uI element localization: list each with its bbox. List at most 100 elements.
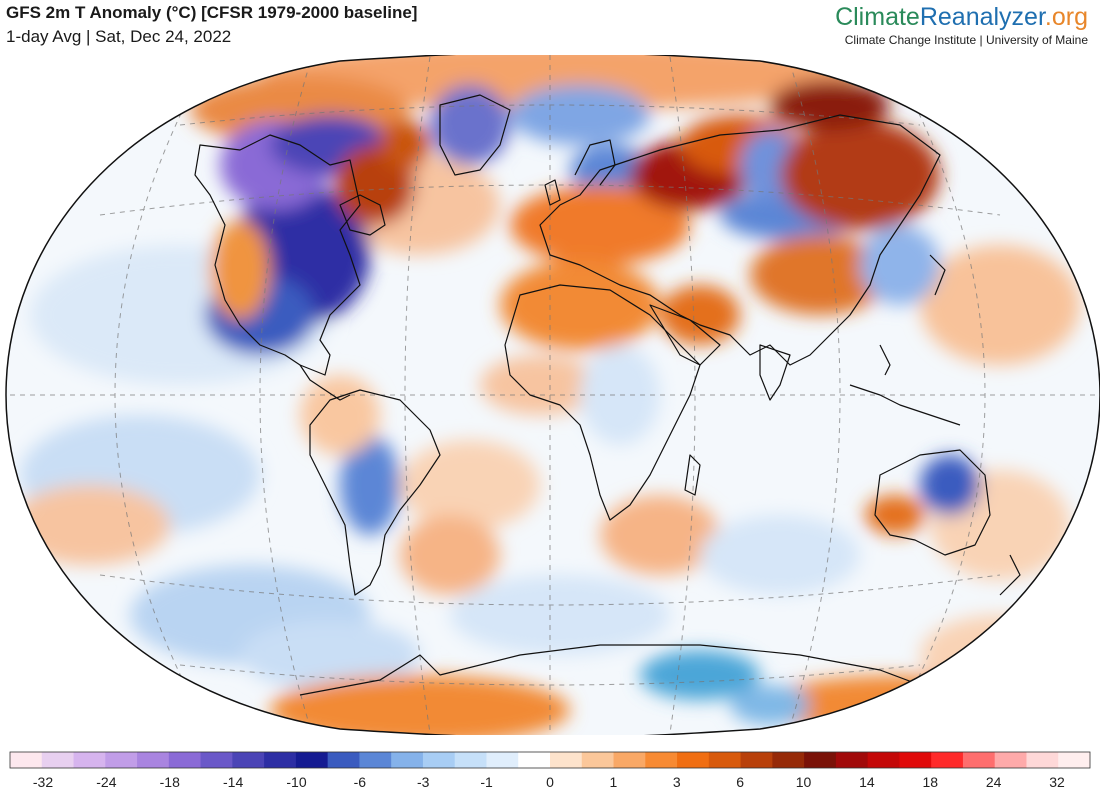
legend-swatch [581,752,615,768]
legend-swatch [835,752,869,768]
map-subtitle: 1-day Avg | Sat, Dec 24, 2022 [6,27,232,46]
legend-swatch [677,752,710,768]
coastline-north-america [194,134,361,376]
legend-swatch [454,752,487,768]
legend-swatch [994,752,1027,768]
legend-swatch [645,752,678,768]
anomaly-patch [300,375,380,455]
anomaly-patch [430,85,510,165]
anomaly-patch [600,495,720,575]
coastline-central-america [299,364,351,401]
legend-tick-label: 6 [736,774,744,790]
anomaly-patch [400,515,500,595]
coastline-india [759,344,791,401]
legend-tick-label: 10 [796,774,812,790]
legend-labels: -32 -24 -18 -14 -10 -6 -3 -1 0 1 3 6 10 14 18 24 32 [33,774,1065,790]
anomaly-patch [240,620,420,690]
coastline-scandinavia [574,139,616,186]
legend-tick-label: 0 [546,774,554,790]
legend-tick-label: -24 [96,774,116,790]
brand-name-part3: .org [1044,3,1088,31]
anomaly-patch [780,120,940,230]
legend-tick-label: 18 [922,774,938,790]
anomaly-patch [380,120,430,170]
anomaly-patch [480,355,600,415]
legend-swatch [550,752,583,768]
coastline-madagascar [684,454,701,496]
brand-name-part1: Climate [835,3,920,31]
anomaly-patch [700,515,860,595]
map-title: GFS 2m T Anomaly (°C) [CFSR 1979-2000 ba… [6,3,418,22]
anomaly-patch [770,80,890,130]
legend-swatch [73,752,106,768]
legend-swatch [804,752,837,768]
coastlines [194,94,1021,696]
brand-subtitle: Climate Change Institute | University of… [844,33,1088,47]
legend-tick-label: -6 [354,774,367,790]
graticule [6,55,1100,735]
legend-swatch [168,752,202,768]
anomaly-patch [920,245,1080,365]
legend-swatch [105,752,138,768]
anomaly-patch [750,235,890,315]
anomaly-patch [270,675,570,735]
legend-swatch [359,752,392,768]
legend-tick-label: 32 [1049,774,1065,790]
coastline-new-zealand [999,554,1021,596]
coastline-africa [504,284,701,521]
legend-swatch [962,752,996,768]
coastline-indonesia [849,384,961,426]
coastline-eurasia [539,114,941,366]
coastline-greenland [439,94,511,176]
anomaly-map [5,55,1100,735]
legend-swatch [232,752,265,768]
anomaly-patch [640,650,760,700]
legend-swatch [327,752,360,768]
legend-swatch [931,752,964,768]
legend-swatch [486,752,519,768]
legend-tick-label: -18 [160,774,180,790]
legend-tick-label: 24 [986,774,1002,790]
legend-swatch [391,752,424,768]
brand-name: ClimateReanalyzer.org [835,2,1088,32]
longitude-line [909,94,986,696]
anomaly-patch [10,485,170,565]
anomaly-patch [450,575,670,655]
legend-swatch [1026,752,1059,768]
legend-tick-label: 14 [859,774,875,790]
brand-logo[interactable]: ClimateReanalyzer.org Climate Change Ins… [835,2,1088,47]
anomaly-field [6,55,1100,735]
longitude-line [404,56,431,734]
legend-tick-label: -14 [223,774,243,790]
anomaly-patch [730,685,810,725]
legend-swatch [264,752,297,768]
anomaly-patch [865,495,925,535]
anomaly-patch [920,455,980,515]
coastline-australia [874,449,991,556]
legend-tick-label: -10 [286,774,306,790]
latitude-line [99,574,1001,606]
coastline-hudson-bay [339,194,386,236]
anomaly-patch [500,260,660,350]
anomaly-patch [210,220,270,320]
legend-tick-label: 1 [609,774,617,790]
legend-swatches [9,751,1091,769]
legend-swatch [200,752,233,768]
legend-tick-label: -3 [417,774,430,790]
legend-tick-label: 3 [673,774,681,790]
legend-swatch [708,752,742,768]
coastline-philippines [879,344,891,376]
brand-name-part2: Reanalyzer [919,3,1045,31]
anomaly-patch [660,285,740,345]
legend-swatch [518,752,551,768]
legend-swatch [137,752,170,768]
color-legend: -32 -24 -18 -14 -10 -6 -3 -1 0 1 3 6 10 14 18 24 32 [9,751,1091,790]
legend-swatch [899,752,932,768]
coastline-antarctica [299,644,921,696]
longitude-line [114,94,191,696]
longitude-line [669,56,696,734]
legend-tick-label: -32 [33,774,53,790]
legend-swatch [10,752,43,768]
legend-swatch [867,752,900,768]
legend-tick-label: -1 [480,774,493,790]
